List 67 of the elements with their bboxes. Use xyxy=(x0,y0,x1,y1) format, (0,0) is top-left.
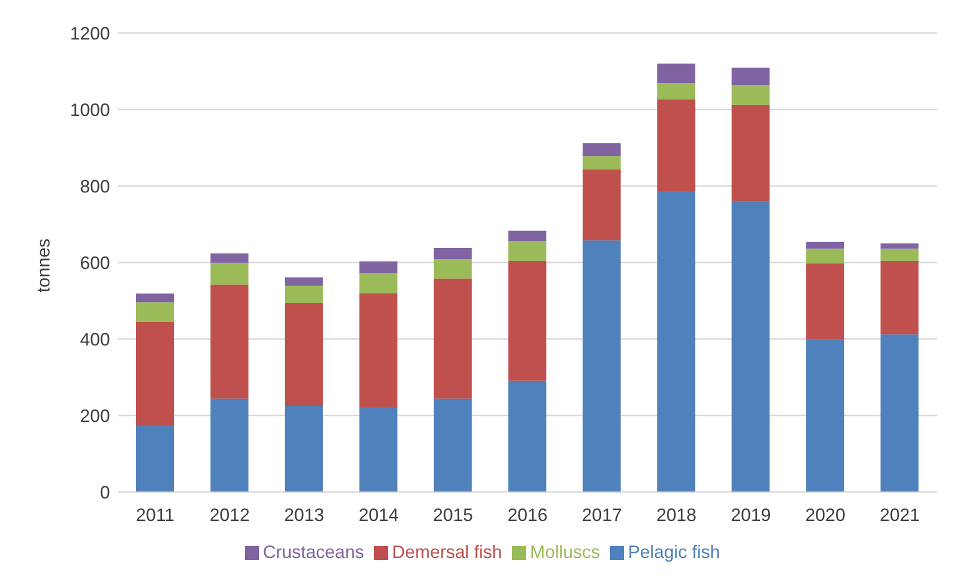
bar xyxy=(284,277,323,286)
bar xyxy=(657,190,696,492)
bar xyxy=(732,68,770,86)
bar xyxy=(732,202,770,492)
x-tick-label: 2021 xyxy=(880,504,920,525)
bar xyxy=(136,322,174,426)
bar xyxy=(732,104,770,202)
bar xyxy=(806,339,844,492)
x-tick-label: 2011 xyxy=(136,504,175,525)
bar xyxy=(136,293,174,302)
x-tick-label: 2014 xyxy=(358,504,399,525)
bar xyxy=(434,248,472,260)
bar xyxy=(657,100,696,191)
bar xyxy=(136,425,174,492)
bar xyxy=(508,241,546,261)
bar xyxy=(210,253,248,263)
x-tick-label: 2017 xyxy=(582,504,622,525)
bar xyxy=(582,156,621,170)
bar xyxy=(284,303,323,406)
legend-label: Demersal fish xyxy=(392,542,502,562)
bar xyxy=(284,406,323,492)
y-tick-label: 600 xyxy=(80,252,110,273)
bar xyxy=(806,242,844,249)
x-tick-label: 2016 xyxy=(507,504,548,525)
bar xyxy=(880,334,919,492)
bar xyxy=(210,398,248,492)
bar xyxy=(508,380,546,492)
bar xyxy=(210,262,248,285)
bar xyxy=(880,248,919,261)
y-tick-label: 1000 xyxy=(70,100,110,120)
bar xyxy=(434,278,472,399)
y-tick-label: 0 xyxy=(100,482,110,502)
x-tick-label: 2015 xyxy=(433,504,474,525)
bar xyxy=(657,83,696,100)
bar xyxy=(806,263,844,340)
y-axis-title: tonnes xyxy=(33,238,54,292)
bar xyxy=(434,398,472,492)
bar xyxy=(434,259,472,279)
x-tick-label: 2012 xyxy=(210,504,250,525)
bar xyxy=(508,260,546,381)
legend-label: Molluscs xyxy=(530,542,600,562)
y-tick-label: 200 xyxy=(80,406,110,426)
bar xyxy=(582,143,621,156)
bar xyxy=(359,261,398,274)
bar xyxy=(657,64,696,84)
bar xyxy=(880,243,919,249)
y-tick-label: 1200 xyxy=(70,23,110,44)
x-tick-label: 2018 xyxy=(656,504,696,525)
bar xyxy=(359,293,398,408)
bar xyxy=(284,286,323,304)
legend-label: Pelagic fish xyxy=(628,542,720,562)
bar xyxy=(582,170,621,240)
bar xyxy=(880,260,919,334)
bar xyxy=(359,273,398,294)
x-tick-label: 2019 xyxy=(730,504,771,525)
x-tick-label: 2013 xyxy=(284,504,324,525)
bar xyxy=(582,240,621,492)
bar xyxy=(732,85,770,105)
bar xyxy=(806,248,844,264)
bar xyxy=(210,284,248,399)
bar xyxy=(136,302,174,322)
legend-label: Crustaceans xyxy=(262,542,364,562)
bar xyxy=(508,230,546,242)
y-tick-label: 800 xyxy=(80,176,110,196)
y-tick-label: 400 xyxy=(80,329,110,350)
x-tick-label: 2020 xyxy=(805,504,846,525)
bar xyxy=(359,407,398,492)
